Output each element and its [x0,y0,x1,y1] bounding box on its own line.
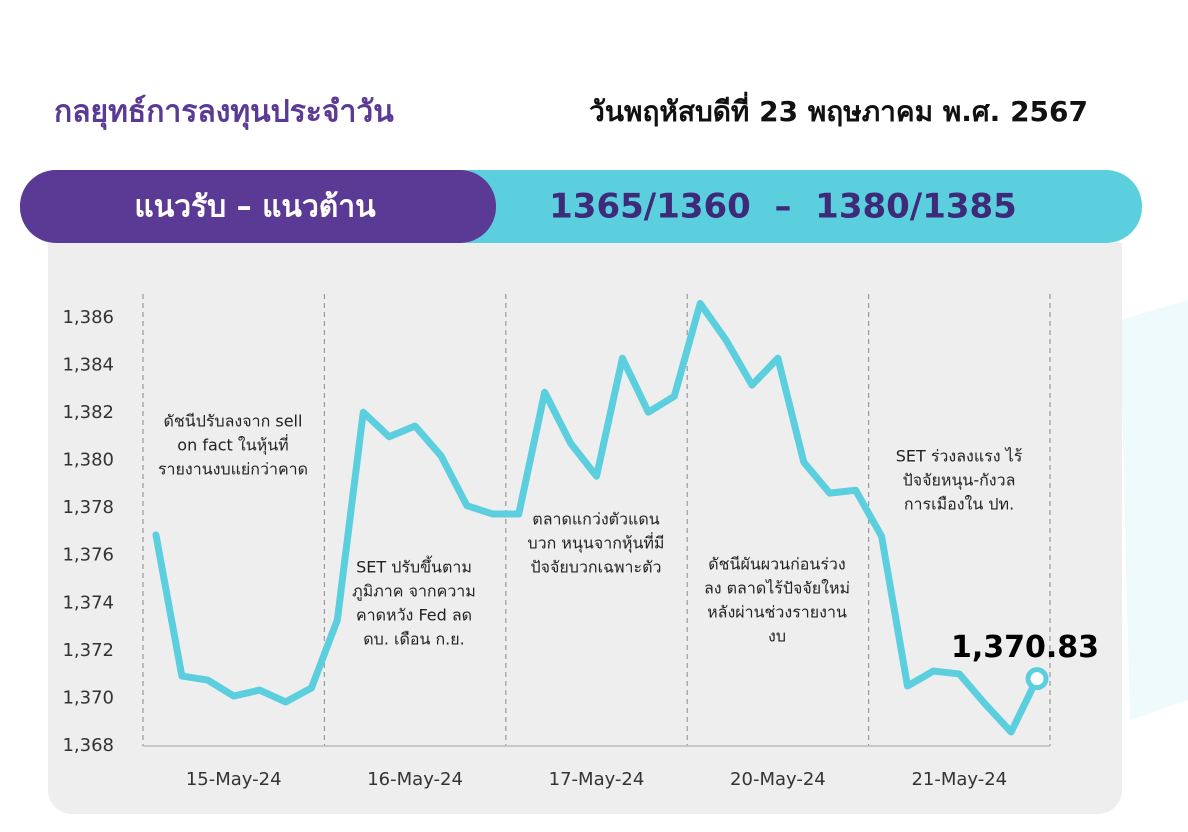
decor [1120,300,1188,720]
annotation: งบ [768,627,786,646]
title: กลยุทธ์การลงทุนประจำวัน [54,95,394,131]
value-label: 1,370.83 [951,630,1099,665]
banner-left [20,170,496,243]
annotation: ภูมิภาค จากความ [352,582,476,602]
annotation: หลังผ่านช่วงรายงาน [707,603,847,622]
annotation: ลง ตลาดไร้ปัจจัยใหม่ [704,579,850,598]
annotation: on fact ในหุ้นที่ [177,434,288,456]
annotation: ปัจจัยบวกเฉพาะตัว [531,558,662,577]
annotation: ตลาดแกว่งตัวแดน [532,510,659,529]
y-tick-label: 1,372 [62,640,114,661]
banner-value: 1365/1360 – 1380/1385 [549,187,1017,227]
annotation: รายงานงบแย่กว่าคาด [158,460,308,479]
annotation: บวก หนุนจากหุ้นที่มี [528,532,665,554]
y-tick-label: 1,382 [62,402,114,423]
line [152,300,1041,736]
date: วันพฤหัสบดีที่ 23 พฤษภาคม พ.ศ. 2567 [589,91,1088,128]
x-tick-label: 20-May-24 [730,769,826,790]
y-tick-label: 1,380 [62,450,114,471]
y-tick-label: 1,370 [62,687,114,708]
annotation: ดบ. เดือน ก.ย. [363,630,464,649]
banner-label: แนวรับ – แนวต้าน [134,190,376,225]
annotation: ดัชนีผันผวนก่อนร่วง [708,555,845,574]
x-tick-label: 15-May-24 [186,769,282,790]
y-tick-label: 1,376 [62,545,114,566]
annotation: ดัชนีปรับลงจาก sell [164,412,303,431]
annotation: SET ปรับขึ้นตาม [356,556,472,577]
y-tick-label: 1,384 [62,354,114,375]
plot: 1,368 1,370 1,372 1,374 1,376 1,378 1,380 1,382… [62,294,1099,790]
chart-panel [48,243,1122,814]
annotation: SET ร่วงลงแรง ไร้ [896,447,1023,466]
annotation: คาดหวัง Fed ลด [356,606,472,625]
end-marker [1025,667,1049,691]
y-tick-label: 1,378 [62,497,114,518]
annotation: การเมืองใน ปท. [904,495,1014,514]
x-tick-label: 17-May-24 [549,769,645,790]
annotation: ปัจจัยหนุน-กังวล [903,471,1016,491]
x-tick-label: 21-May-24 [911,769,1007,790]
y-tick-label: 1,386 [62,307,114,328]
y-tick-label: 1,368 [62,735,114,756]
x-tick-label: 16-May-24 [367,769,463,790]
y-tick-label: 1,374 [62,592,114,613]
